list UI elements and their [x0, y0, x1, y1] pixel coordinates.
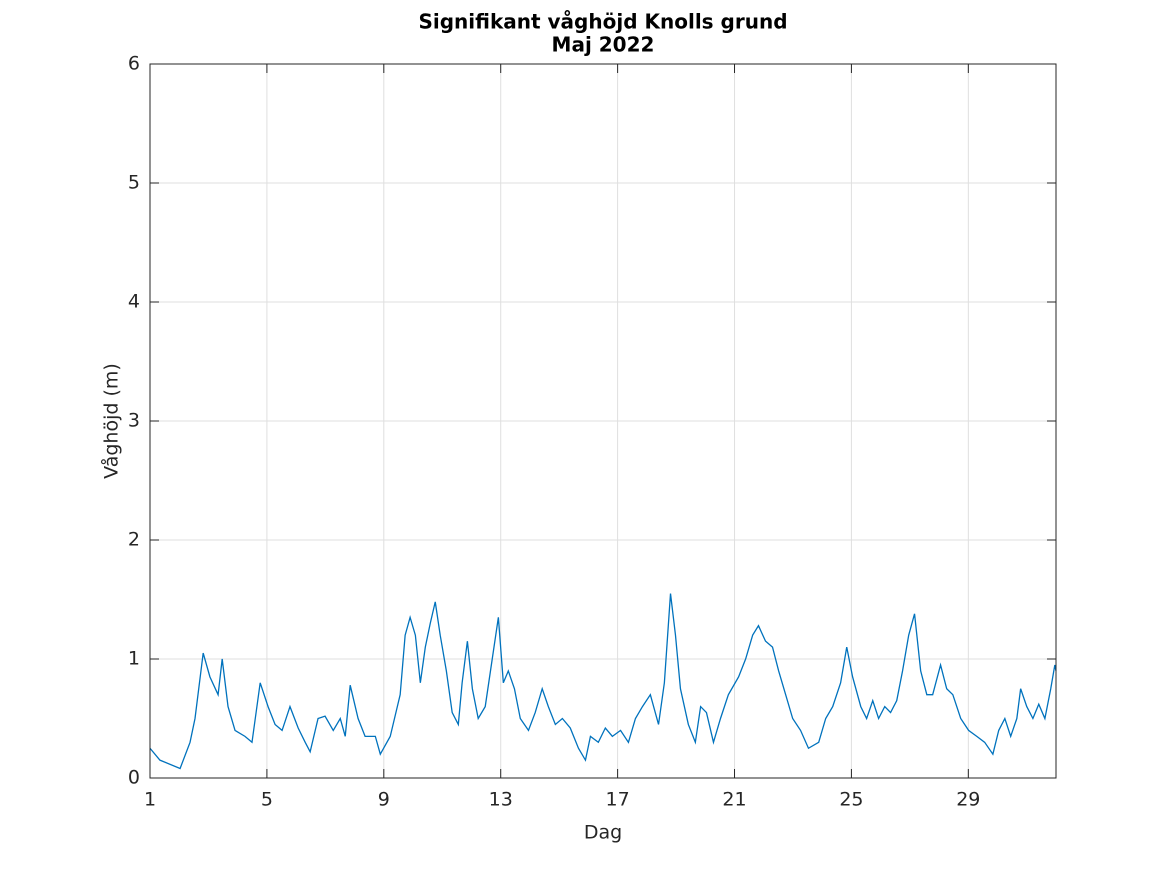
x-tick-label: 1: [144, 789, 156, 811]
y-tick-label: 2: [128, 529, 140, 551]
x-tick-label: 25: [839, 789, 863, 811]
x-tick-label: 13: [489, 789, 513, 811]
x-axis-label: Dag: [584, 822, 622, 844]
y-axis-label: Våghöjd (m): [100, 363, 123, 479]
y-tick-label: 4: [128, 291, 140, 313]
y-tick-label: 3: [128, 410, 140, 432]
plot-frame: [149, 63, 1057, 779]
x-tick-label: 29: [956, 789, 980, 811]
x-tick-label: 5: [261, 789, 273, 811]
chart-title: Signifikant våghöjd Knolls grund: [418, 10, 787, 34]
chart-subtitle: Maj 2022: [552, 33, 655, 57]
y-tick-label: 6: [128, 53, 140, 75]
y-tick-label: 0: [128, 767, 140, 789]
data-line: [149, 593, 1057, 770]
y-tick-label: 5: [128, 172, 140, 194]
x-tick-label: 17: [606, 789, 630, 811]
y-tick-label: 1: [128, 648, 140, 670]
x-tick-label: 21: [722, 789, 746, 811]
x-tick-label: 9: [378, 789, 390, 811]
